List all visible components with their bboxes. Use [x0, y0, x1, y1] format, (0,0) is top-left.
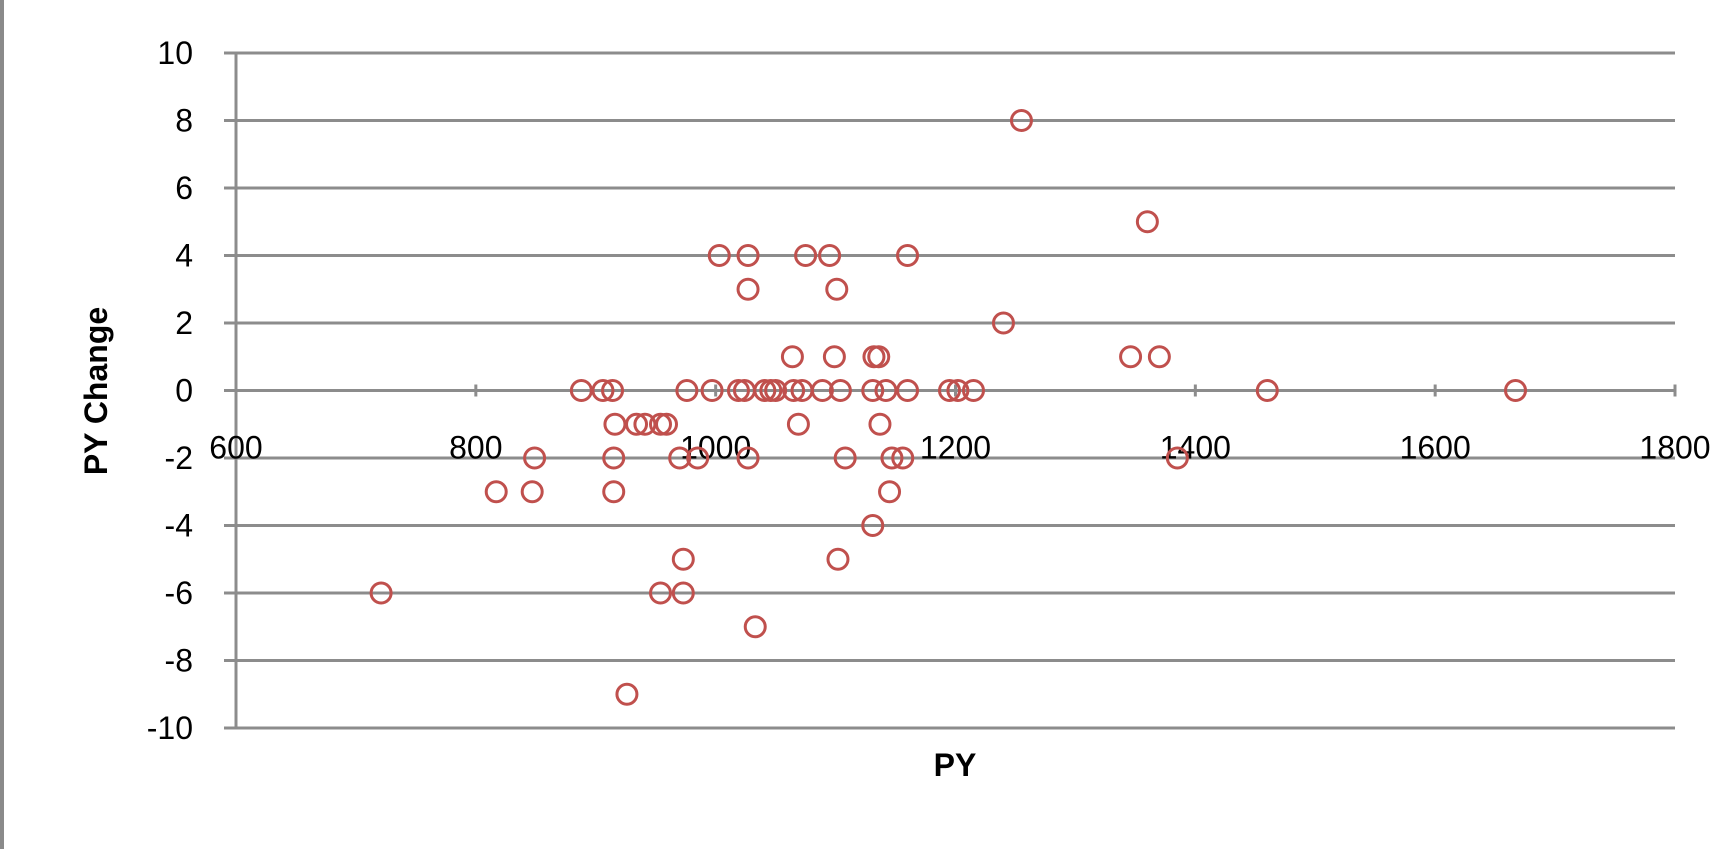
data-point: [991, 311, 1015, 335]
data-point: [601, 379, 625, 402]
data-point: [369, 581, 393, 605]
data-point: [675, 379, 699, 402]
data-point: [880, 446, 904, 470]
data-point: [615, 682, 639, 706]
data-point: [707, 244, 731, 267]
data-point: [810, 379, 834, 402]
data-point: [569, 379, 593, 402]
y-tick-label: 10: [157, 35, 193, 71]
data-point: [786, 412, 810, 436]
data-point: [825, 277, 849, 301]
y-tick-label: -8: [165, 643, 193, 679]
data-point: [671, 581, 695, 605]
data-point: [896, 244, 920, 267]
data-point: [484, 480, 508, 504]
data-point: [896, 379, 920, 402]
data-point: [867, 345, 891, 369]
data-point: [828, 379, 852, 402]
y-tick-label: 4: [175, 238, 193, 274]
data-point: [862, 345, 886, 369]
data-point: [1165, 446, 1189, 470]
data-point: [1504, 379, 1528, 402]
data-point: [764, 379, 788, 402]
data-point: [878, 480, 902, 504]
y-tick-label: -10: [147, 710, 193, 746]
x-tick-label: 1400: [1160, 430, 1231, 466]
data-point: [633, 412, 657, 436]
data-point: [649, 412, 673, 436]
data-point: [655, 412, 679, 436]
data-point: [946, 379, 970, 402]
data-point: [753, 379, 777, 402]
y-tick-label: 6: [175, 170, 193, 206]
data-point: [591, 379, 615, 402]
axes: [224, 51, 1677, 730]
data-point: [700, 379, 724, 402]
x-tick-label: 800: [449, 430, 502, 466]
y-tick-label: -4: [165, 508, 193, 544]
y-tick-label: -6: [165, 575, 193, 611]
data-point: [861, 379, 885, 402]
x-tick-label: 1600: [1400, 430, 1471, 466]
data-point: [520, 480, 544, 504]
y-tick-label: -2: [165, 440, 193, 476]
data-point: [1119, 345, 1143, 369]
data-point: [822, 345, 846, 369]
data-point: [794, 244, 818, 267]
x-tick-label: 1200: [920, 430, 991, 466]
data-point: [868, 412, 892, 436]
left-border: [0, 0, 4, 849]
data-point: [602, 480, 626, 504]
y-tick-label: 8: [175, 103, 193, 139]
data-point: [671, 547, 695, 571]
x-tick-label: 1800: [1639, 430, 1710, 466]
data-points: [369, 109, 1528, 706]
data-point: [1147, 345, 1171, 369]
data-point: [602, 446, 626, 470]
data-point: [818, 244, 842, 267]
data-point: [861, 514, 885, 537]
data-point: [833, 446, 857, 470]
data-point: [649, 581, 673, 605]
x-axis-title: PY: [934, 747, 977, 783]
data-point: [686, 446, 710, 470]
y-tick-labels: 10 8 6 4 2 0 -2 -4 -6 -8 -10: [147, 35, 193, 746]
data-point: [780, 345, 804, 369]
data-point: [668, 446, 692, 470]
data-point: [938, 379, 962, 402]
data-point: [961, 379, 985, 402]
data-point: [1135, 210, 1159, 234]
data-point: [1009, 109, 1033, 132]
data-point: [874, 379, 898, 402]
data-point: [726, 379, 750, 402]
data-point: [523, 446, 547, 470]
data-point: [743, 615, 767, 639]
y-tick-label: 0: [175, 373, 193, 409]
data-point: [625, 412, 649, 436]
data-point: [603, 412, 627, 436]
data-point: [826, 547, 850, 571]
data-point: [736, 446, 760, 470]
data-point: [891, 446, 915, 470]
data-point: [736, 277, 760, 301]
x-tick-label: 600: [209, 430, 262, 466]
x-tick-labels: 600 800 1000 1200 1400 1600 1800: [209, 430, 1710, 466]
data-point: [782, 379, 806, 402]
y-tick-label: 2: [175, 305, 193, 341]
y-axis-title: PY Change: [78, 307, 114, 475]
data-point: [736, 244, 760, 267]
data-point: [1255, 379, 1279, 402]
